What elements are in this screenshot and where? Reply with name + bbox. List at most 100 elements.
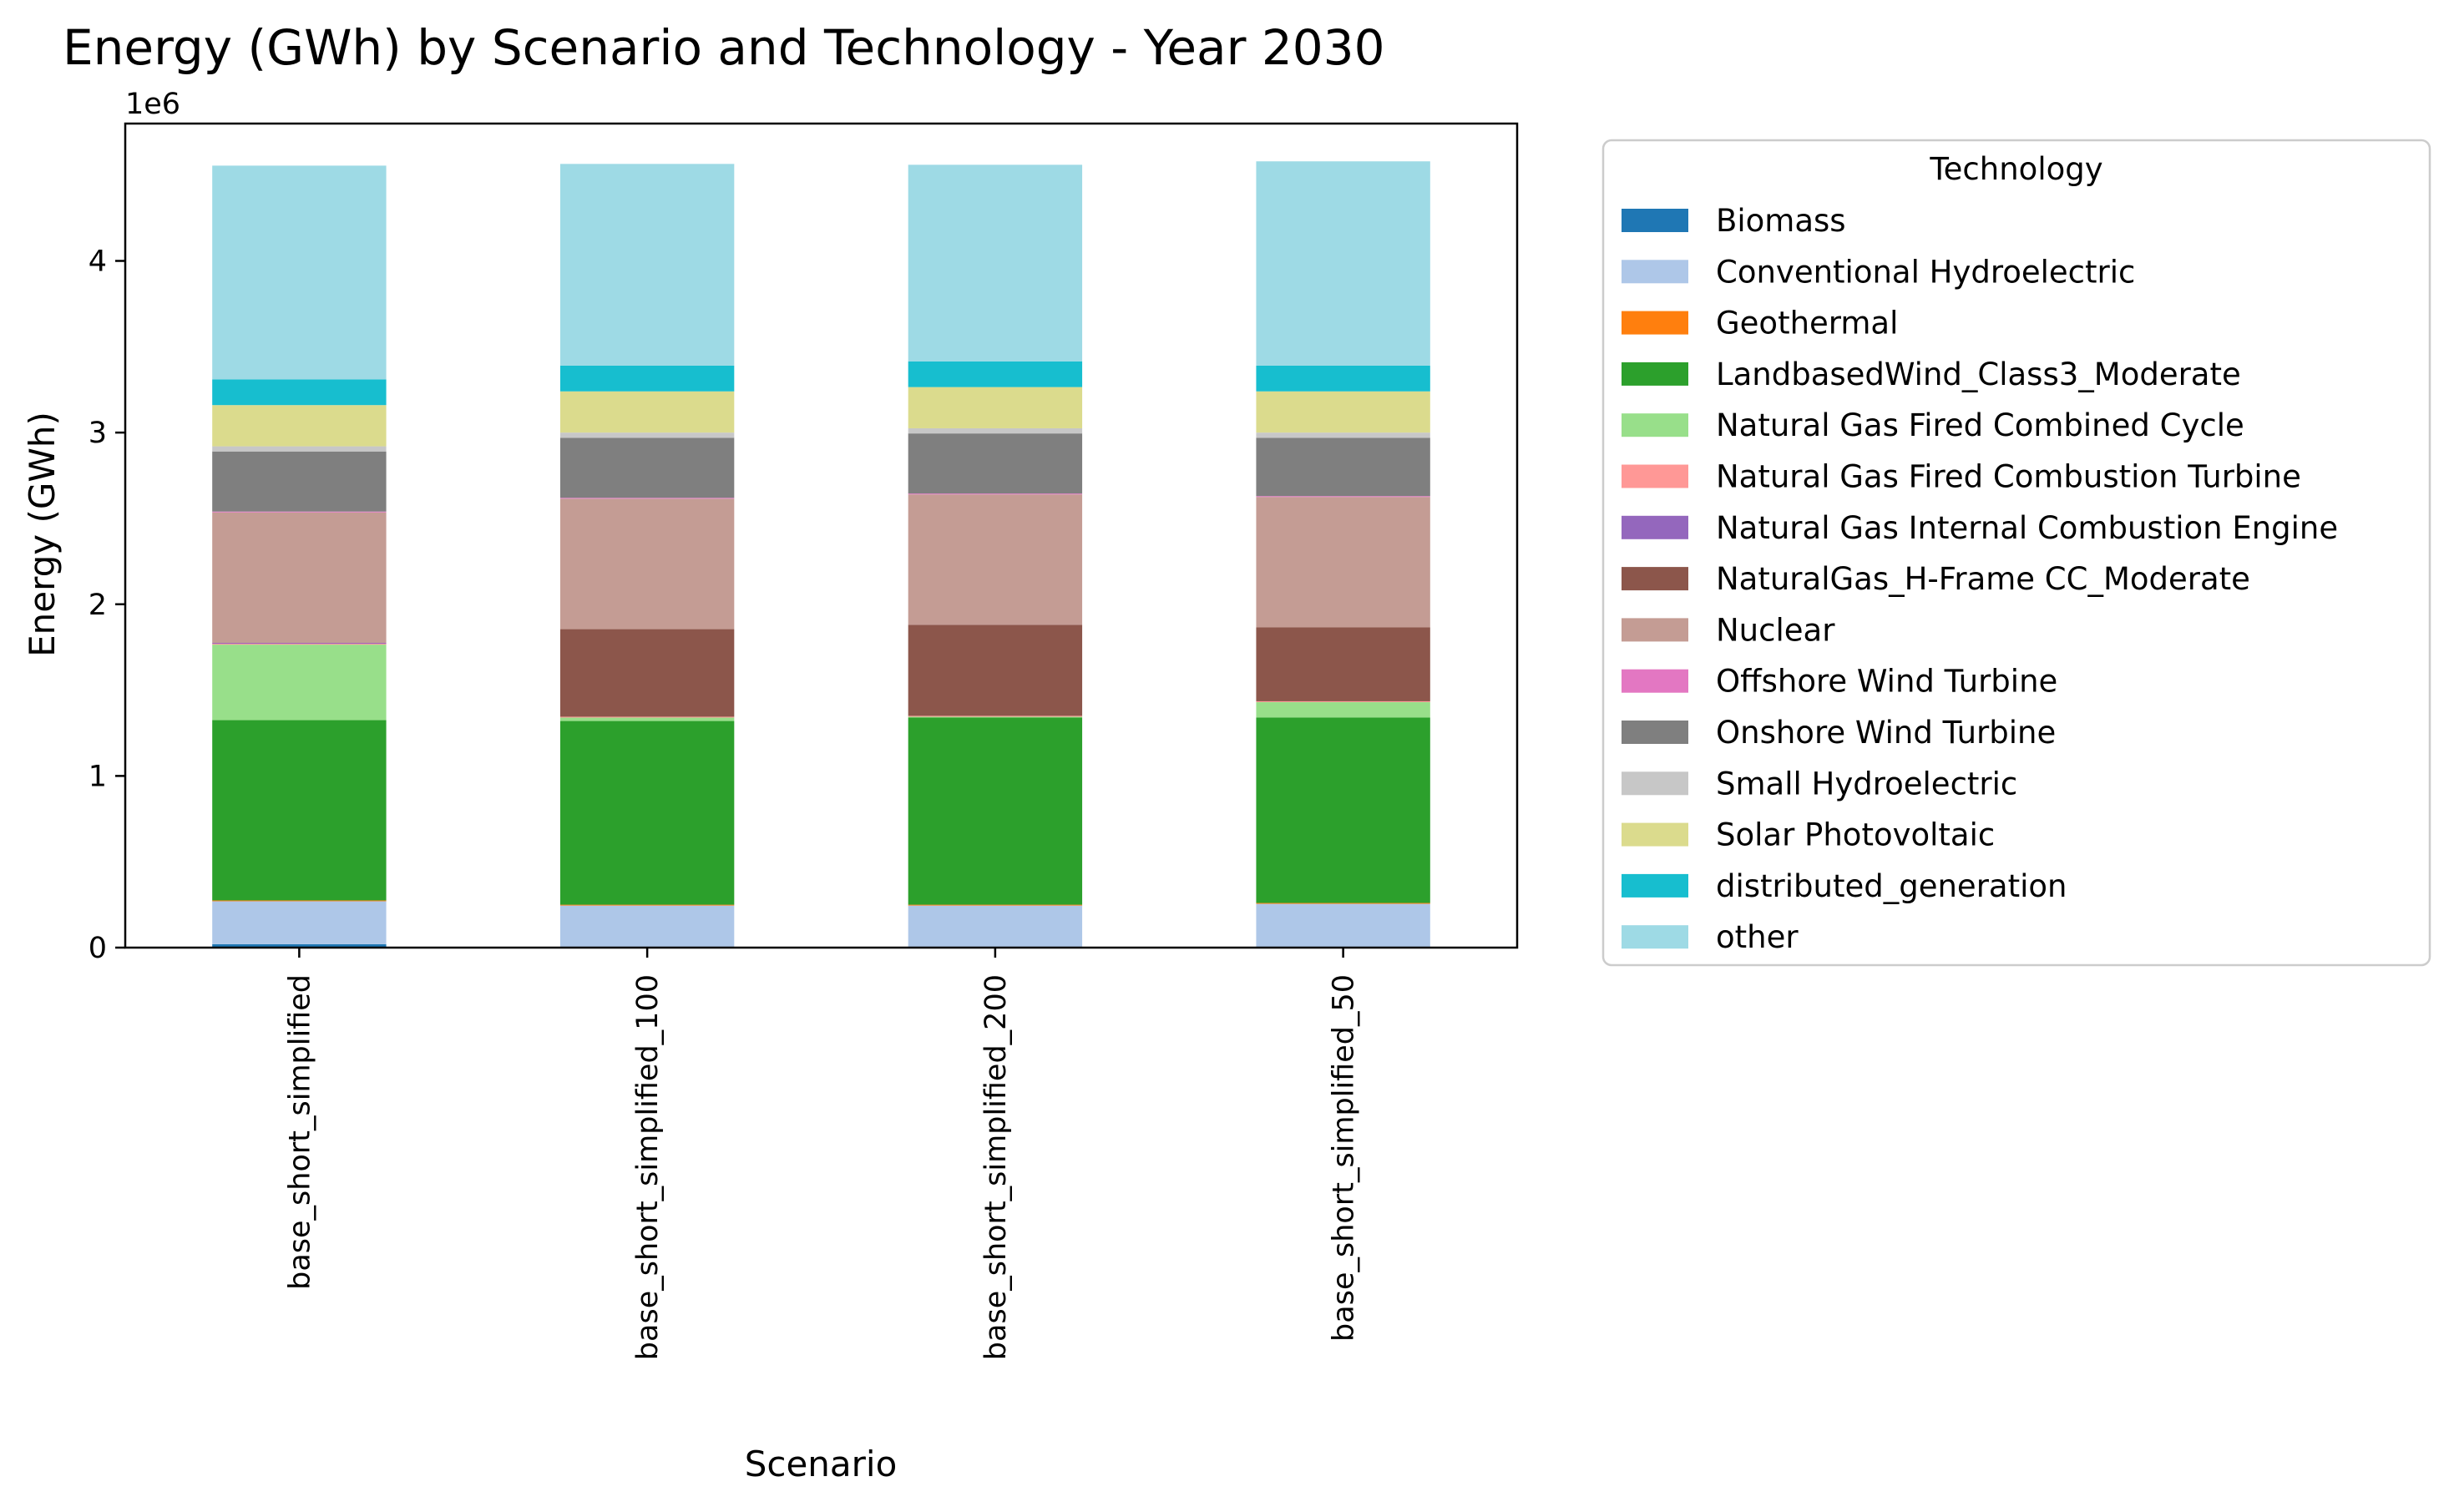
y-tick-label-3: 3 <box>89 417 107 450</box>
legend-swatch-4 <box>1622 413 1688 437</box>
legend-swatch-7 <box>1622 567 1688 591</box>
chart-title: Energy (GWh) by Scenario and Technology … <box>63 19 1384 76</box>
bar-segment-3-7 <box>1256 627 1430 701</box>
legend-swatch-14 <box>1622 925 1688 949</box>
bar-segment-0-0 <box>212 943 387 948</box>
legend-swatch-1 <box>1622 260 1688 284</box>
bar-segment-3-5 <box>1256 700 1430 702</box>
legend-label-13: distributed_generation <box>1716 868 2067 904</box>
legend-frame <box>1601 139 2431 967</box>
legend-label-7: NaturalGas_H-Frame CC_Moderate <box>1716 561 2250 597</box>
legend-swatch-11 <box>1622 771 1688 796</box>
bar-segment-2-14 <box>908 164 1083 362</box>
bar-segment-1-8 <box>559 498 735 630</box>
legend-title: Technology <box>1929 151 2102 187</box>
bar-segment-3-3 <box>1256 717 1430 903</box>
bar-segment-1-13 <box>559 365 735 392</box>
legend-swatch-9 <box>1622 669 1688 693</box>
legend-items: Biomass Conventional Hydroelectric Geother… <box>1622 203 2338 955</box>
bar-segment-2-13 <box>908 361 1083 387</box>
bar-segment-0-14 <box>212 165 387 380</box>
y-tick-label-1: 1 <box>89 760 107 793</box>
legend-swatch-2 <box>1622 311 1688 335</box>
bar-segment-1-10 <box>559 437 735 498</box>
y-axis: 0 1 2 3 4 <box>89 245 125 965</box>
bar-segment-1-14 <box>559 164 735 366</box>
bar-segment-3-14 <box>1256 161 1430 366</box>
bar-segment-0-10 <box>212 451 387 512</box>
legend-label-14: other <box>1716 919 1799 955</box>
x-tick-label-2: base_short_simplified_200 <box>979 974 1013 1360</box>
bar-segment-0-11 <box>212 446 387 452</box>
legend-swatch-13 <box>1622 873 1688 898</box>
bar-segment-2-11 <box>908 427 1083 434</box>
x-tick-label-3: base_short_simplified_50 <box>1328 974 1361 1342</box>
x-axis: base_short_simplified base_short_simplifi… <box>283 948 1361 1360</box>
bars-layer <box>212 161 1430 948</box>
bar-segment-0-4 <box>212 645 387 721</box>
legend-swatch-8 <box>1622 618 1688 642</box>
legend-label-5: Natural Gas Fired Combustion Turbine <box>1716 459 2301 495</box>
y-axis-label: Energy (GWh) <box>22 412 63 657</box>
bar-segment-1-4 <box>559 717 735 721</box>
y-tick-label-2: 2 <box>89 589 107 622</box>
legend-label-10: Onshore Wind Turbine <box>1716 715 2056 751</box>
legend-swatch-0 <box>1622 209 1688 232</box>
legend-label-3: LandbasedWind_Class3_Moderate <box>1716 357 2241 392</box>
bar-segment-1-3 <box>559 721 735 905</box>
x-tick-label-0: base_short_simplified <box>283 974 316 1290</box>
bar-segment-1-1 <box>559 905 735 947</box>
bar-segment-0-3 <box>212 720 387 901</box>
bar-segment-2-8 <box>908 494 1083 625</box>
bar-segment-3-4 <box>1256 701 1430 718</box>
bar-segment-1-11 <box>559 432 735 438</box>
legend-label-0: Biomass <box>1716 203 1846 239</box>
bar-segment-2-2 <box>908 904 1083 906</box>
bar-segment-2-7 <box>908 625 1083 716</box>
bar-segment-3-13 <box>1256 365 1430 392</box>
bar-segment-2-12 <box>908 387 1083 428</box>
legend-label-4: Natural Gas Fired Combined Cycle <box>1716 407 2244 443</box>
bar-segment-0-8 <box>212 512 387 644</box>
bar-segment-0-5 <box>212 644 387 645</box>
bar-segment-2-9 <box>908 493 1083 495</box>
legend-label-2: Geothermal <box>1716 306 1898 341</box>
x-tick-label-1: base_short_simplified_100 <box>631 974 665 1360</box>
bar-segment-0-6 <box>212 643 387 645</box>
bar-segment-0-9 <box>212 511 387 513</box>
bar-segment-3-12 <box>1256 391 1430 433</box>
bar-segment-1-12 <box>559 391 735 433</box>
bar-segment-3-9 <box>1256 496 1430 498</box>
legend-swatch-12 <box>1622 822 1688 847</box>
bar-segment-1-5 <box>559 716 735 718</box>
x-axis-label: Scenario <box>745 1444 898 1484</box>
bar-segment-0-1 <box>212 901 387 944</box>
y-tick-label-4: 4 <box>89 245 107 279</box>
bar-segment-2-10 <box>908 433 1083 494</box>
legend-label-11: Small Hydroelectric <box>1716 766 2017 802</box>
bar-segment-2-1 <box>908 905 1083 947</box>
bar-segment-1-2 <box>559 904 735 906</box>
bar-segment-1-7 <box>559 629 735 717</box>
bar-segment-3-8 <box>1256 497 1430 628</box>
bar-segment-2-3 <box>908 717 1083 905</box>
bar-segment-2-4 <box>908 716 1083 718</box>
y-offset-label: 1e6 <box>125 88 180 121</box>
bar-segment-0-12 <box>212 405 387 447</box>
bar-segment-3-11 <box>1256 432 1430 438</box>
legend: Technology Biomass Conventional Hydroelec… <box>1601 139 2431 967</box>
bar-segment-0-13 <box>212 379 387 406</box>
plot-area-frame <box>124 122 1519 949</box>
legend-label-9: Offshore Wind Turbine <box>1716 664 2057 700</box>
bar-segment-0-2 <box>212 900 387 902</box>
bar-segment-3-2 <box>1256 903 1430 904</box>
bar-segment-3-10 <box>1256 437 1430 497</box>
legend-label-1: Conventional Hydroelectric <box>1716 254 2135 290</box>
legend-label-8: Nuclear <box>1716 612 1835 648</box>
legend-label-6: Natural Gas Internal Combustion Engine <box>1716 510 2338 546</box>
legend-swatch-5 <box>1622 464 1688 488</box>
y-tick-label-0: 0 <box>89 932 107 965</box>
legend-swatch-3 <box>1622 362 1688 386</box>
legend-swatch-10 <box>1622 721 1688 744</box>
